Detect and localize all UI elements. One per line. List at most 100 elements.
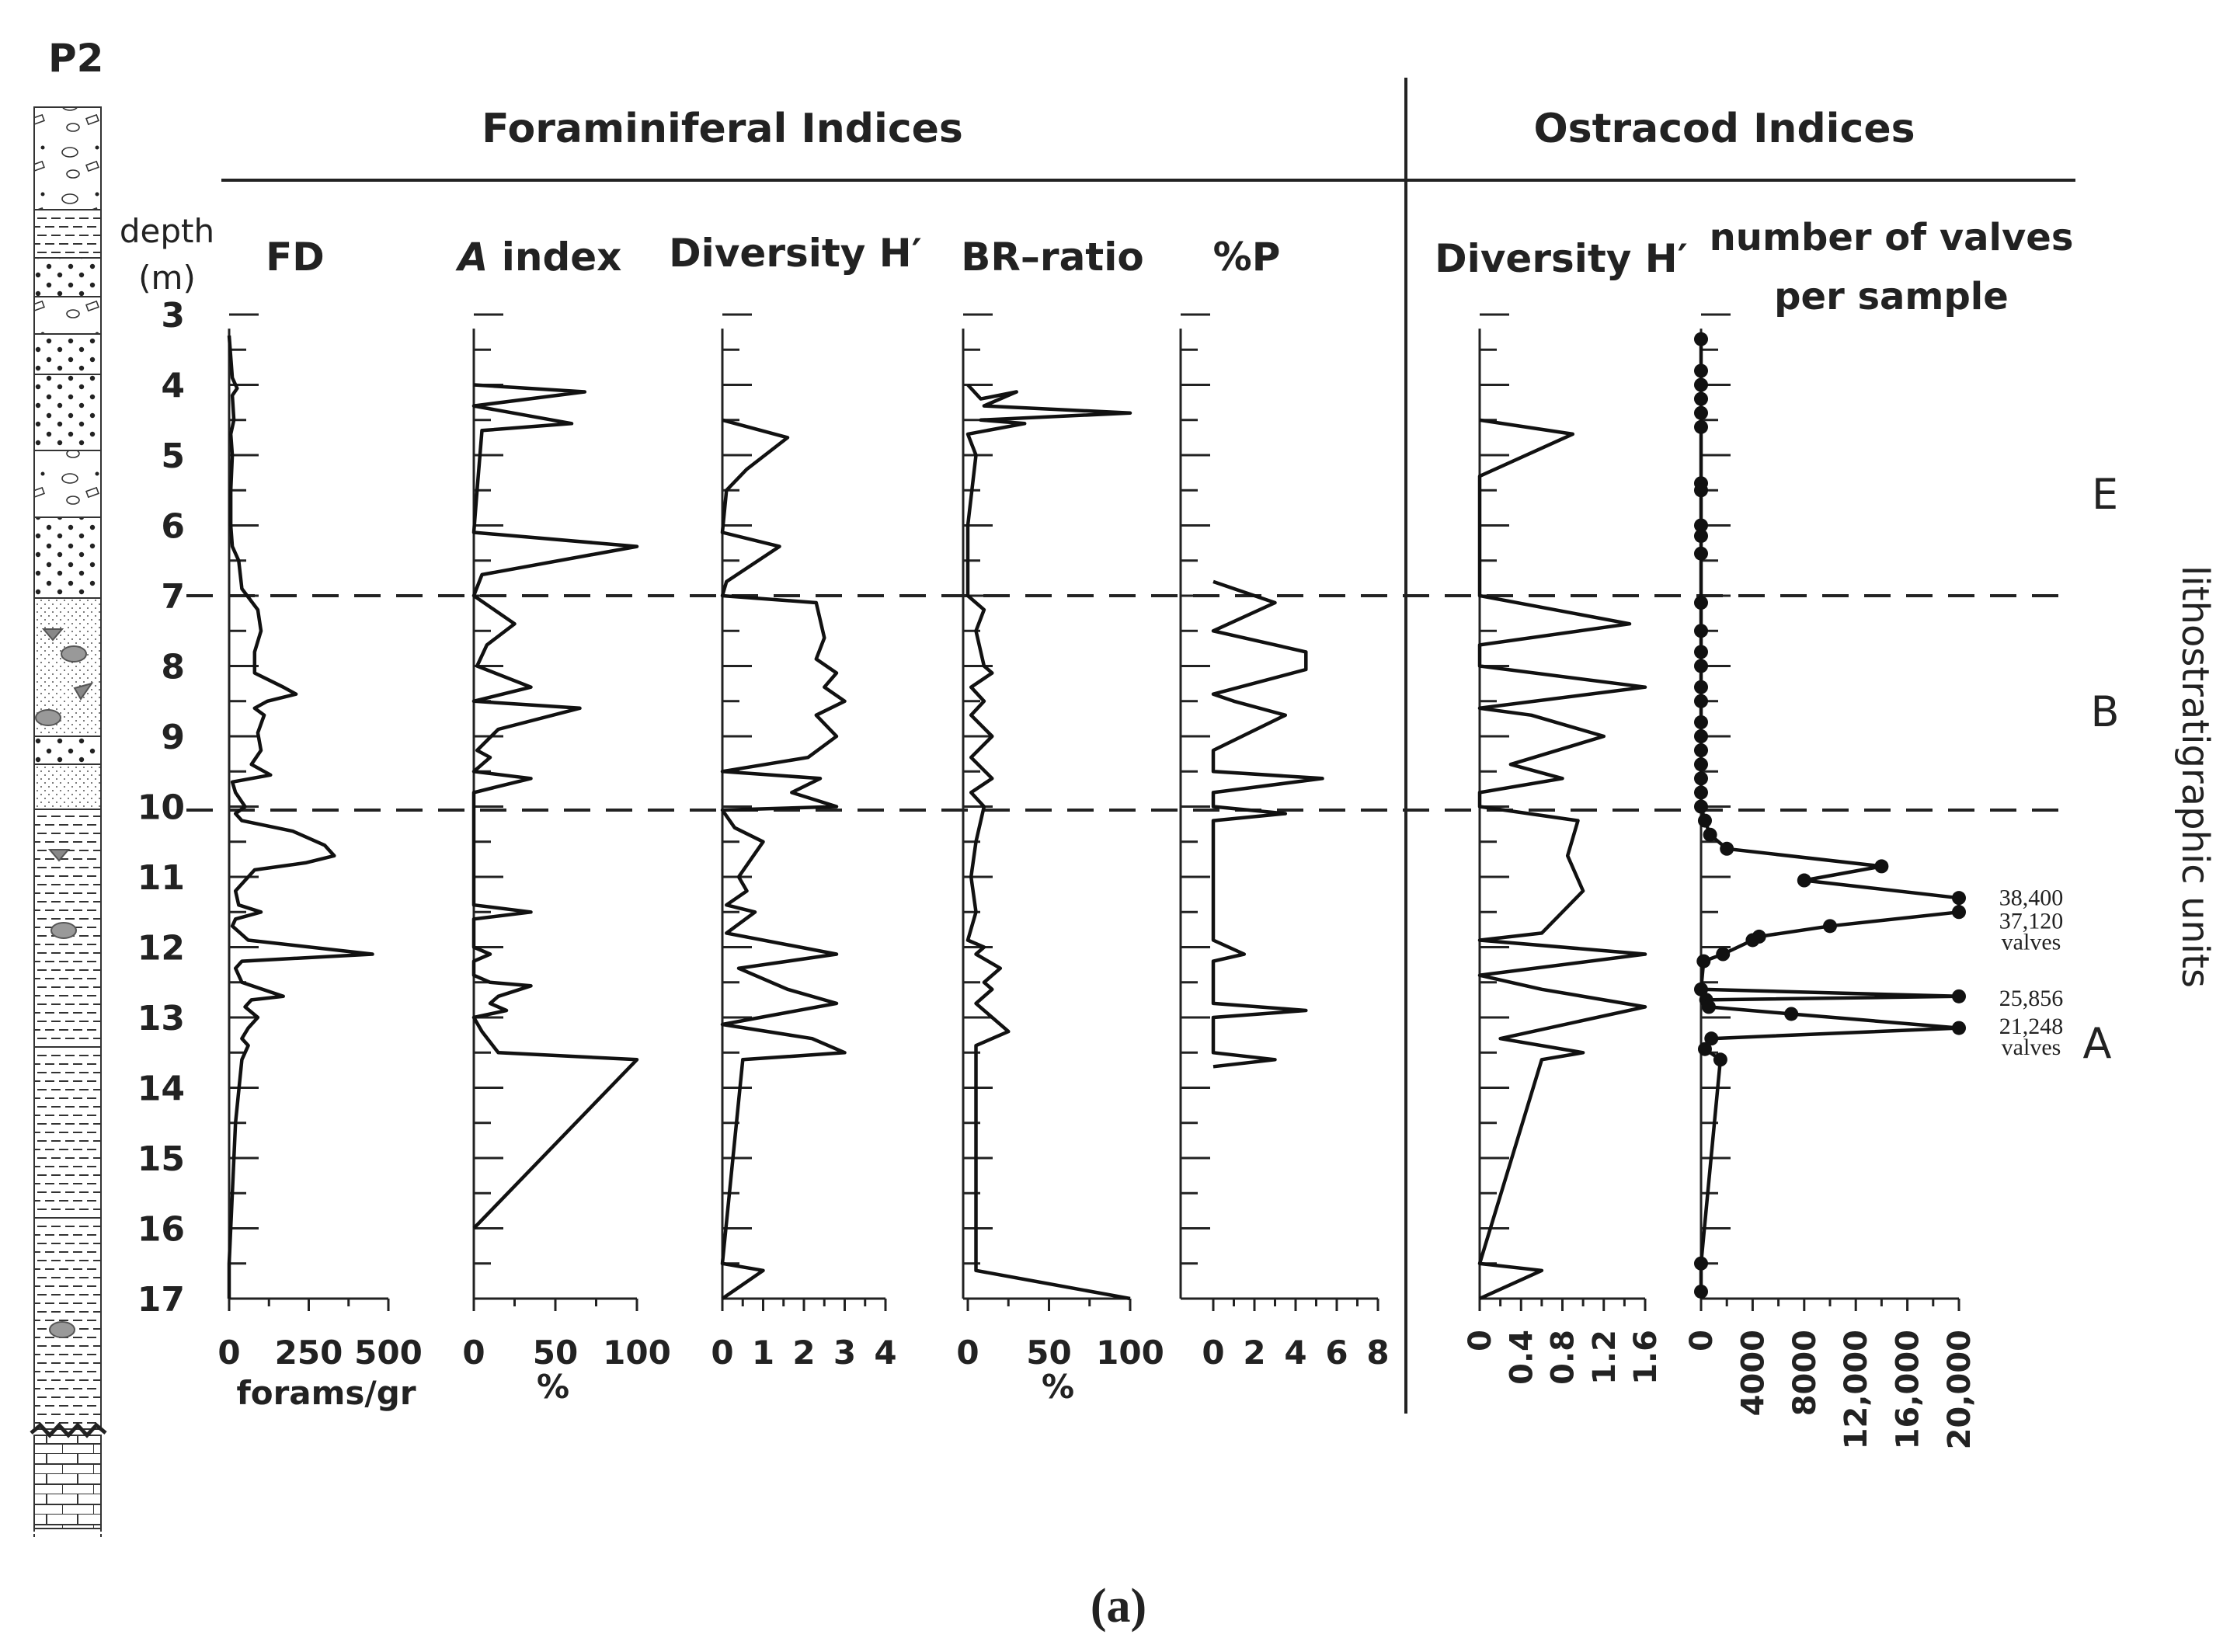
- depth-tick-label: 9: [161, 718, 185, 757]
- valves-data-point: [1952, 891, 1966, 906]
- depth-tick-label: 3: [161, 296, 185, 336]
- a-index-series-line: [471, 383, 639, 1230]
- valves-data-point: [1703, 827, 1717, 842]
- a-index-value-tick-label: 100: [603, 1334, 671, 1372]
- foram-diversity-value-tick-label: 0: [711, 1334, 733, 1372]
- depth-tick-label: 17: [137, 1280, 185, 1320]
- percent-p-series-line: [1211, 579, 1324, 1069]
- valves-data-point: [1952, 905, 1966, 920]
- valves-data-point: [1704, 1031, 1719, 1046]
- depth-tick-label: 6: [161, 507, 185, 547]
- depth-tick-label: 10: [137, 788, 185, 828]
- foram-diversity-value-tick-label: 2: [792, 1334, 815, 1372]
- valves-annotation: valves: [2002, 1035, 2061, 1060]
- unit-label-a: A: [2083, 1019, 2112, 1068]
- br-ratio-value-tick-label: 100: [1096, 1334, 1164, 1372]
- valves-data-point: [1694, 363, 1708, 378]
- ostracod-diversity-value-tick-label: 1.6: [1628, 1330, 1664, 1385]
- valves-data-point: [1694, 729, 1708, 743]
- foram-diversity-value-tick-label: 4: [874, 1334, 896, 1372]
- ostracod-diversity-value-tick-label: 0.8: [1546, 1330, 1581, 1385]
- valves-data-point: [1797, 873, 1811, 888]
- shell-symbol: [50, 922, 77, 939]
- valves-data-point: [1694, 391, 1708, 406]
- depth-tick-label: 14: [137, 1069, 185, 1109]
- litho-sand-5: [33, 736, 102, 765]
- fd-value-tick-label: 0: [217, 1334, 240, 1372]
- ostracod-diversity-value-tick-label: 0: [1463, 1330, 1498, 1351]
- valves-value-tick-label: 4000: [1735, 1330, 1771, 1416]
- panel-title-a-index: A index: [455, 235, 622, 280]
- percent-p-value-tick-label: 4: [1284, 1334, 1306, 1372]
- depth-tick-label: 12: [137, 929, 185, 969]
- depth-tick-label: 5: [161, 436, 185, 476]
- gastropod-symbol: [41, 628, 64, 642]
- panel-title-br-ratio: BR–ratio: [961, 235, 1143, 280]
- valves-data-point: [1694, 757, 1708, 772]
- br-ratio-series-line: [965, 383, 1132, 1301]
- ostracod-diversity-value-tick-label: 1.2: [1587, 1330, 1623, 1385]
- valves-data-point: [1694, 405, 1708, 420]
- depth-tick-label: 7: [161, 577, 185, 617]
- depth-tick-label: 15: [137, 1139, 185, 1179]
- valves-data-point: [1694, 483, 1708, 498]
- valves-data-point: [1694, 694, 1708, 708]
- percent-p-value-tick-label: 6: [1325, 1334, 1348, 1372]
- valves-data-point: [1716, 947, 1731, 962]
- br-ratio-value-tick-label: 50: [1026, 1334, 1071, 1372]
- foram-diversity-value-tick-label: 1: [752, 1334, 774, 1372]
- gastropod-symbol: [47, 849, 71, 862]
- litho-sand-1: [33, 257, 102, 297]
- fd-value-tick-label: 500: [354, 1334, 423, 1372]
- group-header-foraminiferal: Foraminiferal Indices: [482, 106, 963, 152]
- valves-annotation: valves: [2002, 929, 2061, 955]
- unit-label-e: E: [2092, 470, 2118, 519]
- depth-label: depth: [120, 212, 214, 250]
- valves-data-point: [1694, 377, 1708, 392]
- a-index-value-tick-label: 50: [533, 1334, 578, 1372]
- litho-limestone: [33, 1435, 102, 1529]
- fd-value-tick-label: 250: [275, 1334, 343, 1372]
- valves-value-tick-label: 12,000: [1839, 1330, 1874, 1449]
- unconformity-line: [30, 1422, 107, 1438]
- foram-diversity-series-line: [720, 418, 847, 1300]
- litho-silt-2: [33, 763, 102, 810]
- litho-sand-3: [33, 374, 102, 451]
- valves-data-point: [1952, 1021, 1966, 1035]
- depth-tick-label: 8: [161, 648, 185, 687]
- shell-symbol: [61, 645, 87, 663]
- shell-symbol: [35, 709, 61, 726]
- litho-sand-4: [33, 516, 102, 599]
- valves-data-point: [1694, 771, 1708, 786]
- fd-series-line: [227, 335, 374, 1299]
- valves-data-point: [1720, 841, 1734, 856]
- valves-series-line: [1699, 339, 1961, 1292]
- valves-value-tick-label: 8000: [1787, 1330, 1823, 1416]
- valves-data-point: [1745, 933, 1760, 948]
- litho-gravel-top: [33, 106, 102, 210]
- unit-label-b: B: [2090, 687, 2119, 736]
- br-ratio-value-tick-label: 0: [956, 1334, 979, 1372]
- litho-gravel-2: [33, 296, 102, 335]
- depth-tick-label: 11: [137, 858, 185, 898]
- xlabel-a-index: %: [537, 1368, 569, 1406]
- group-header-ostracod: Ostracod Indices: [1533, 106, 1915, 152]
- foram-diversity-value-tick-label: 3: [833, 1334, 856, 1372]
- panel-id: P2: [48, 36, 103, 81]
- valves-annotation: 38,400: [1999, 885, 2064, 910]
- percent-p-value-tick-label: 8: [1366, 1334, 1389, 1372]
- valves-data-point: [1694, 982, 1708, 996]
- valves-data-point: [1694, 596, 1708, 610]
- depth-tick-label: 4: [161, 367, 185, 406]
- lithologic-column: [30, 106, 107, 1538]
- shell-symbol: [49, 1321, 75, 1338]
- litho-mud-3: [33, 1046, 102, 1219]
- panel-title-valves-line2: per sample: [1774, 275, 2009, 318]
- valves-data-point: [1823, 919, 1837, 934]
- valves-data-point: [1694, 518, 1708, 533]
- valves-data-point: [1697, 813, 1712, 828]
- valves-data-point: [1694, 785, 1708, 800]
- valves-annotation: 21,248: [1999, 1014, 2064, 1039]
- valves-value-tick-label: 20,000: [1942, 1330, 1978, 1449]
